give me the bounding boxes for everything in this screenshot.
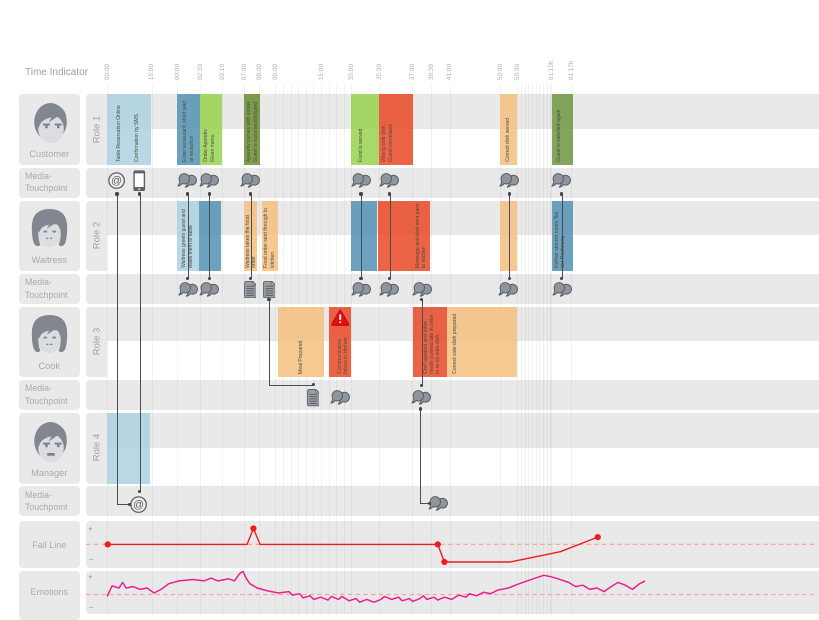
svg-text:–: –	[89, 554, 94, 563]
svg-text:+: +	[88, 524, 92, 533]
svg-text:@: @	[111, 175, 122, 187]
svg-text:+: +	[88, 572, 92, 581]
svg-text:@: @	[133, 499, 144, 511]
svg-text:–: –	[89, 602, 94, 611]
